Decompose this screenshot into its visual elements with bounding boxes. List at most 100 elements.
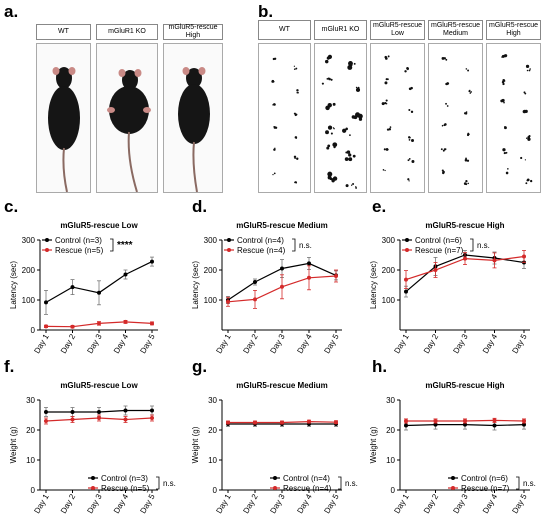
paw-print-mark: [408, 108, 411, 111]
x-tick-label: Day 1: [214, 492, 233, 515]
significance-bracket: [110, 238, 114, 252]
paw-print-mark: [330, 132, 333, 135]
paw-print-mark: [505, 151, 508, 154]
paw-print-mark: [355, 187, 357, 189]
paw-print-mark: [330, 78, 333, 81]
paw-print-mark: [321, 82, 324, 85]
x-tick-label: Day 3: [451, 492, 470, 515]
data-point-rescue: [253, 297, 257, 302]
data-point-rescue: [404, 419, 408, 423]
paw-print-mark: [445, 58, 448, 61]
paw-print-mark: [327, 125, 333, 130]
y-tick-label: 30: [386, 396, 395, 405]
paw-print-mark: [293, 68, 296, 70]
paw-print-mark: [407, 178, 410, 181]
data-point-control: [97, 290, 101, 295]
mouse-photo-wt: [36, 43, 91, 193]
x-tick-label: Day 3: [268, 332, 287, 355]
paw-print-mark: [326, 146, 330, 150]
paw-print-mark: [273, 172, 276, 175]
y-axis-label: Latency (sec): [9, 261, 18, 309]
paw-print-mark: [465, 179, 468, 183]
y-tick-label: 300: [22, 236, 36, 245]
footprint-label-rescue-low: mGluR5-rescue Low: [370, 20, 425, 40]
paw-print-mark: [526, 178, 530, 182]
paw-print-mark: [463, 112, 467, 115]
footprint-strip-rescue-medium: [428, 43, 483, 193]
paw-print-mark: [274, 126, 277, 128]
paw-print-mark: [384, 169, 386, 172]
data-point-control: [150, 259, 154, 264]
data-point-rescue: [522, 254, 526, 259]
legend-swatch-dot: [227, 248, 231, 252]
chart-title: mGluR5-rescue High: [425, 221, 504, 230]
data-point-rescue: [253, 420, 257, 425]
x-tick-label: Day 5: [510, 332, 529, 355]
paw-print-mark: [345, 184, 349, 188]
paw-print-mark: [503, 151, 506, 155]
paw-print-mark: [325, 105, 330, 111]
paw-print-mark: [294, 181, 296, 184]
legend-swatch-dot: [451, 486, 455, 490]
paw-print-mark: [346, 150, 351, 154]
data-point-rescue: [70, 417, 75, 422]
y-axis-label: Latency (sec): [191, 261, 200, 309]
data-point-control: [123, 408, 128, 413]
x-tick-label: Day 5: [510, 492, 529, 515]
paw-print-mark: [352, 183, 355, 186]
mouse-silhouette-icon: [107, 69, 151, 192]
data-point-control: [307, 261, 311, 266]
paw-print-mark: [530, 179, 533, 183]
footprint-strip-mglur1-ko: [314, 43, 367, 193]
paw-print-mark: [389, 126, 392, 128]
x-tick-label: Day 3: [451, 332, 470, 355]
paw-print-mark: [442, 171, 445, 175]
paw-print-mark: [411, 159, 415, 163]
paw-print-mark: [501, 80, 505, 84]
paw-print-mark: [500, 99, 504, 103]
mouse-photo-mglur1-ko: [96, 43, 158, 193]
paw-print-mark: [524, 159, 526, 161]
y-tick-label: 200: [22, 266, 36, 275]
paw-print-mark: [505, 171, 509, 175]
paw-print-mark: [357, 86, 360, 89]
x-tick-label: Day 5: [138, 492, 157, 515]
footprint-label-wt: WT: [258, 20, 311, 40]
paw-print-mark: [272, 104, 274, 106]
data-point-control: [70, 410, 75, 414]
y-tick-label: 20: [208, 426, 217, 435]
y-tick-label: 100: [22, 296, 36, 305]
paw-print-mark: [355, 87, 361, 92]
paw-print-mark: [333, 146, 336, 149]
data-point-control: [280, 266, 284, 271]
legend-swatch-dot: [405, 238, 409, 242]
paw-print-mark: [446, 105, 449, 107]
paw-print-mark: [328, 104, 331, 107]
significance-bracket: [470, 238, 474, 252]
paw-print-mark: [294, 114, 297, 117]
y-tick-label: 100: [204, 296, 218, 305]
paw-print-mark: [345, 127, 348, 131]
paw-print-mark: [411, 138, 415, 142]
paw-print-mark: [325, 130, 329, 135]
paw-print-mark: [351, 184, 353, 186]
significance-bracket: [338, 476, 342, 490]
mouse-photo-rescue-high: [163, 43, 223, 193]
data-point-rescue: [404, 277, 408, 282]
paw-print-mark: [386, 128, 390, 131]
paw-print-mark: [385, 78, 388, 81]
paw-print-mark: [503, 80, 506, 82]
x-tick-label: Day 4: [481, 492, 500, 515]
paw-print-mark: [529, 68, 531, 70]
paw-print-mark: [467, 69, 470, 72]
mouse-silhouette-icon: [48, 67, 80, 192]
data-point-rescue: [97, 321, 101, 326]
footprint-label-rescue-medium: mGluR5-rescue Medium: [428, 20, 483, 40]
paw-print-mark: [348, 153, 352, 157]
data-point-rescue: [70, 324, 75, 329]
paw-print-mark: [464, 158, 468, 162]
data-point-rescue: [280, 420, 284, 425]
paw-print-mark: [410, 110, 414, 114]
paw-print-mark: [355, 112, 361, 118]
significance-label: n.s.: [477, 241, 490, 250]
